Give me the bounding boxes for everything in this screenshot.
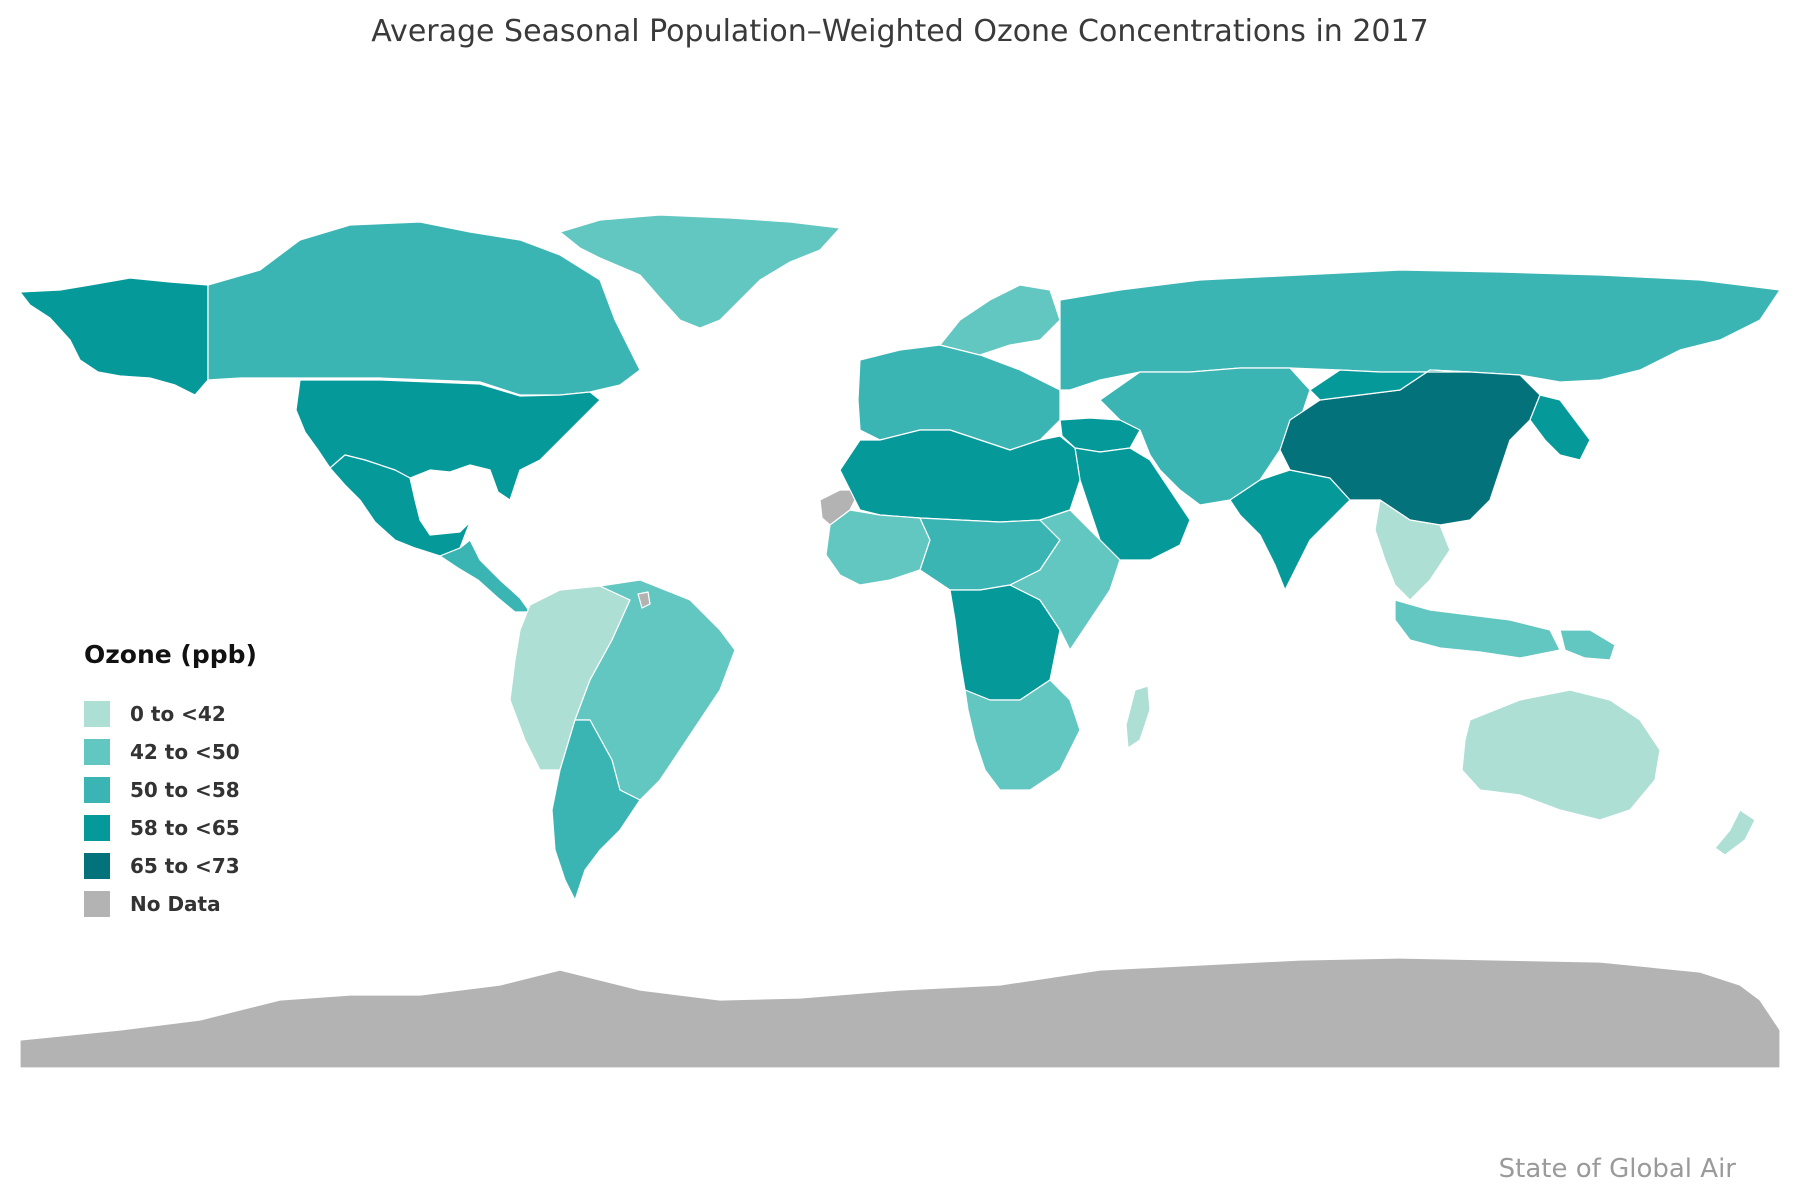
legend-swatch: [84, 891, 110, 917]
region-mongolia[interactable]: [1309, 369, 1471, 401]
legend-label: 65 to <73: [130, 854, 240, 878]
region-greenland[interactable]: [559, 214, 841, 329]
region-papua-new-guinea[interactable]: [1559, 629, 1616, 661]
legend-title: Ozone (ppb): [84, 640, 257, 669]
region-north-africa[interactable]: [839, 429, 1081, 523]
source-credit: State of Global Air: [1498, 1154, 1736, 1184]
legend-label: No Data: [130, 892, 221, 916]
region-madagascar[interactable]: [1125, 685, 1151, 749]
region-west-africa[interactable]: [825, 509, 931, 586]
region-indonesia[interactable]: [1394, 599, 1561, 659]
region-middle-east[interactable]: [1074, 447, 1191, 561]
legend-item: 65 to <73: [84, 847, 257, 885]
legend-swatch: [84, 853, 110, 879]
legend-swatch: [84, 739, 110, 765]
legend-label: 58 to <65: [130, 816, 240, 840]
region-southern-africa[interactable]: [964, 679, 1081, 791]
legend-swatch: [84, 701, 110, 727]
legend-label: 0 to <42: [130, 702, 226, 726]
legend-item: 42 to <50: [84, 733, 257, 771]
region-southeast-asia[interactable]: [1374, 499, 1451, 601]
legend-swatch: [84, 777, 110, 803]
legend: Ozone (ppb) 0 to <42 42 to <50 50 to <58…: [84, 640, 257, 923]
legend-swatch: [84, 815, 110, 841]
region-brazil[interactable]: [574, 579, 736, 801]
region-central-america[interactable]: [439, 539, 531, 613]
region-mexico[interactable]: [329, 454, 471, 557]
region-french-guiana[interactable]: [637, 591, 651, 609]
region-scandinavia[interactable]: [939, 284, 1061, 356]
region-new-zealand[interactable]: [1714, 809, 1756, 856]
legend-item: No Data: [84, 885, 257, 923]
region-east-africa[interactable]: [1009, 509, 1121, 651]
legend-label: 50 to <58: [130, 778, 240, 802]
legend-label: 42 to <50: [130, 740, 240, 764]
legend-item: 58 to <65: [84, 809, 257, 847]
region-antarctica[interactable]: [19, 957, 1781, 1069]
legend-item: 0 to <42: [84, 695, 257, 733]
region-india[interactable]: [1229, 469, 1351, 591]
legend-item: 50 to <58: [84, 771, 257, 809]
region-alaska[interactable]: [19, 277, 209, 396]
region-canada[interactable]: [207, 221, 641, 396]
region-southern-south-america[interactable]: [551, 719, 641, 901]
region-russia[interactable]: [1059, 269, 1781, 391]
region-korea-japan[interactable]: [1529, 394, 1591, 461]
map-title: Average Seasonal Population–Weighted Ozo…: [371, 14, 1429, 49]
region-australia[interactable]: [1461, 689, 1661, 821]
